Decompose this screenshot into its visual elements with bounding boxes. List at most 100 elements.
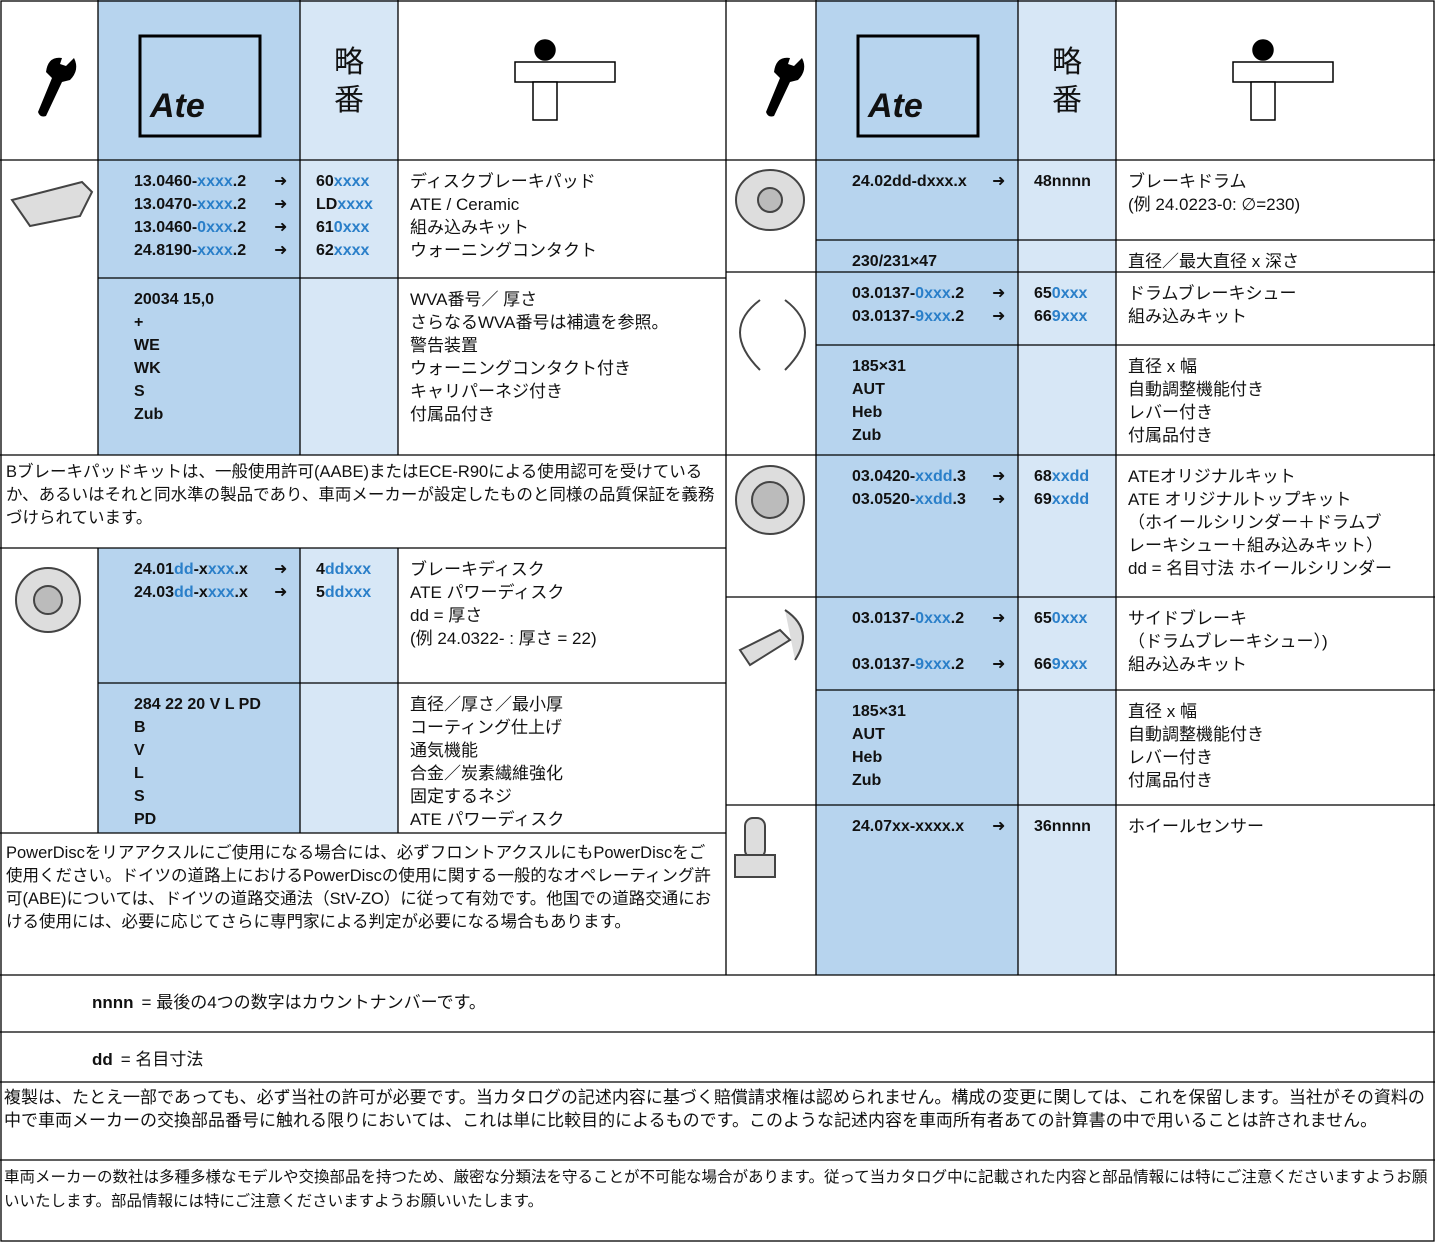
segment: 66 <box>1034 308 1052 325</box>
segment: 0xxx <box>197 219 233 236</box>
part-number: 24.07xx-xxxx.x <box>852 817 964 837</box>
short-number-header: 略番 <box>1052 46 1082 117</box>
segment: xxdd <box>1051 491 1090 508</box>
spec-code: L <box>134 765 144 782</box>
segment: 62 <box>316 242 334 259</box>
description: ATEオリジナルキット <box>1128 467 1296 486</box>
segment: 24.02dd-dxxx.x <box>852 173 967 190</box>
segment: xxx <box>207 584 235 601</box>
description: 組み込みキット <box>1128 307 1247 326</box>
note-text: = 最後の4つの数字はカウントナンバーです。 <box>141 993 486 1012</box>
arrow: ➜ <box>992 491 1006 508</box>
segment: .2 <box>950 285 965 302</box>
part-number: 03.0137-0xxx.2 <box>852 609 964 629</box>
segment: dd <box>174 584 194 601</box>
spec-description: コーティング仕上げ <box>410 718 562 737</box>
part-number: 24.02dd-dxxx.x <box>852 172 967 192</box>
short-number-header: 略番 <box>334 46 364 117</box>
footer-text: 車両メーカーの数社は多種多様なモデルや交換部品を持つため、厳密な分類法を守ること… <box>4 1169 1428 1210</box>
segment: 9xxx <box>915 308 951 325</box>
segment: 9xxx <box>1051 308 1088 325</box>
segment: 65 <box>1034 610 1052 627</box>
description: (例 24.0322- : 厚さ = 22) <box>410 629 597 648</box>
segment: 03.0520- <box>852 491 916 508</box>
spec-code: Heb <box>852 749 883 766</box>
spec-description: 合金／炭素繊維強化 <box>410 764 563 783</box>
description: ATE / Ceramic <box>410 195 520 214</box>
description: ディスクブレーキパッド <box>410 172 596 191</box>
description: （ホイールシリンダー＋ドラムブ <box>1128 513 1382 532</box>
note-key: nnnn <box>92 993 134 1012</box>
spec-description: 直径 x 幅 <box>1128 357 1197 376</box>
arrow: ➜ <box>992 308 1006 325</box>
part-number: 03.0420-xxdd.3 <box>852 467 966 487</box>
segment: 0xxx <box>1051 285 1088 302</box>
description: dd = 厚さ <box>410 606 483 625</box>
segment: 13.0470- <box>134 196 198 213</box>
segment: 4 <box>316 561 325 578</box>
description: ドラムブレーキシュー <box>1128 284 1297 303</box>
ate-logo: Ate <box>150 87 205 125</box>
arrow: ➜ <box>992 656 1006 673</box>
spec-code: 284 22 20 V L PD <box>134 696 261 713</box>
segment: LD <box>316 196 338 213</box>
spec-description: さらなるWVA番号は補遺を参照。 <box>410 313 669 332</box>
segment: xxdd <box>915 468 953 485</box>
arrow: ➜ <box>992 818 1006 835</box>
description: レーキシュー＋組み込みキット） <box>1128 536 1383 555</box>
segment: 60 <box>316 173 334 190</box>
spec-code: Zub <box>852 427 882 444</box>
note: Bブレーキパッドキットは、一般使用許可(AABE)またはECE-R90による使用… <box>6 463 715 527</box>
segment: -x <box>193 561 208 578</box>
description: (例 24.0223-0: ∅=230) <box>1128 195 1301 214</box>
segment: 69 <box>1034 491 1052 508</box>
segment: 9xxx <box>915 656 951 673</box>
segment: 0xxx <box>1051 610 1088 627</box>
segment: xxxx <box>197 173 233 190</box>
legend-note: nnnn = 最後の4つの数字はカウントナンバーです。 <box>92 993 486 1013</box>
legend-note: dd = 名目寸法 <box>92 1050 203 1070</box>
part-number: 03.0137-9xxx.2 <box>852 307 964 327</box>
segment: xxxx <box>337 196 373 213</box>
segment: .2 <box>232 196 247 213</box>
segment: 36nnnn <box>1034 818 1091 835</box>
ate-logo: Ate <box>868 87 923 125</box>
segment: xxxx <box>333 173 370 190</box>
spec-code: 230/231×47 <box>852 253 937 270</box>
description: ATE パワーディスク <box>410 583 565 602</box>
description: 組み込みキット <box>410 218 529 237</box>
spec-description: 警告装置 <box>410 336 478 355</box>
segment: .x <box>234 584 248 601</box>
footer-text: 複製は、たとえ一部であっても、必ず当社の許可が必要です。当カタログの記述内容に基… <box>4 1088 1425 1130</box>
arrow: ➜ <box>992 285 1006 302</box>
spec-code: S <box>134 788 145 805</box>
spec-description: 直径／最大直径 x 深さ <box>1128 252 1299 271</box>
spec-code: S <box>134 383 145 400</box>
spec-code: 185×31 <box>852 358 906 375</box>
segment: 13.0460- <box>134 219 198 236</box>
description: サイドブレーキ <box>1128 609 1247 628</box>
spec-description: 自動調整機能付き <box>1128 725 1264 744</box>
spec-code: Heb <box>852 404 883 421</box>
spec-description: レバー付き <box>1128 403 1213 422</box>
spec-description: キャリパーネジ付き <box>410 382 563 401</box>
segment: .2 <box>232 242 247 259</box>
part-number: 03.0137-9xxx.2 <box>852 655 964 675</box>
segment: .2 <box>950 610 965 627</box>
segment: 0xxx <box>333 219 370 236</box>
short-number: 68xxdd <box>1034 467 1089 487</box>
spec-code: AUT <box>852 726 885 743</box>
spec-description: 自動調整機能付き <box>1128 380 1264 399</box>
spec-code: AUT <box>852 381 885 398</box>
spec-description: ウォーニングコンタクト付き <box>410 359 631 378</box>
spec-description: 固定するネジ <box>410 787 512 806</box>
short-number: 610xxx <box>316 218 369 238</box>
part-number: 03.0520-xxdd.3 <box>852 490 966 510</box>
segment: .x <box>234 561 248 578</box>
note: PowerDiscをリアアクスルにご使用になる場合には、必ずフロントアクスルにも… <box>6 844 712 931</box>
arrow: ➜ <box>274 584 288 601</box>
spec-description: 付属品付き <box>410 405 495 424</box>
segment: xxxx <box>197 196 233 213</box>
arrow: ➜ <box>274 242 288 259</box>
